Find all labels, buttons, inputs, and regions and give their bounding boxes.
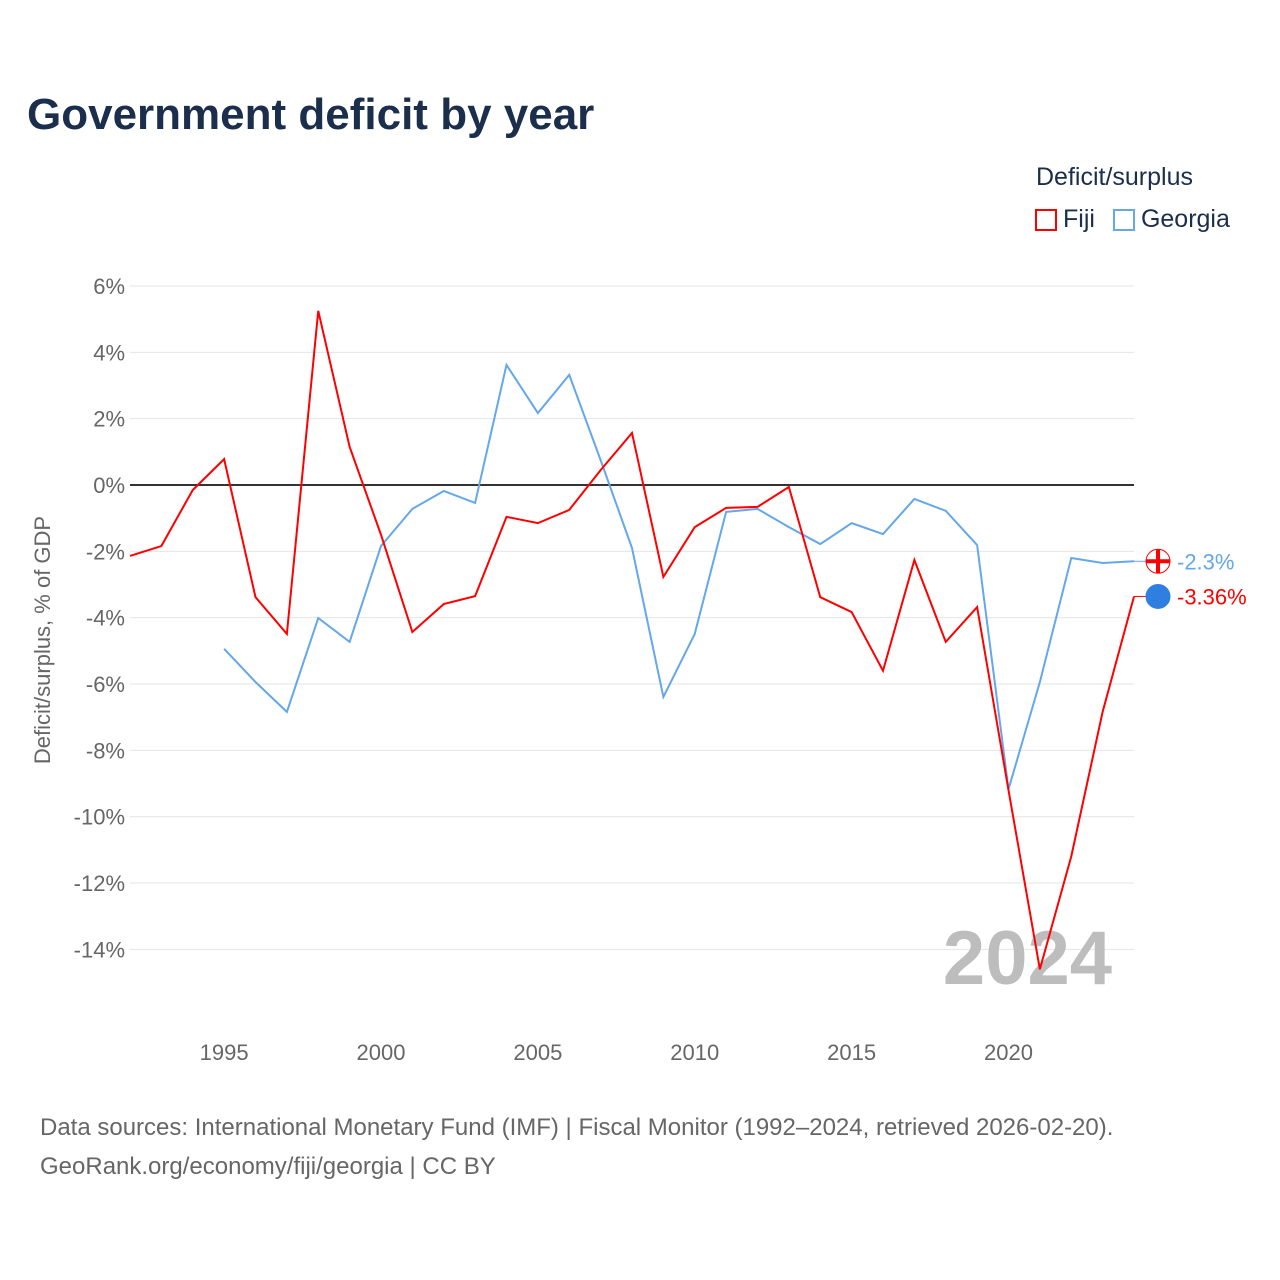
y-tick-label: -2% — [86, 539, 125, 564]
chart-title: Government deficit by year — [27, 90, 595, 139]
x-tick-label: 1995 — [200, 1040, 249, 1065]
legend-swatch-georgia — [1112, 208, 1135, 231]
y-tick-label: 6% — [93, 274, 125, 299]
y-tick-label: 0% — [93, 473, 125, 498]
series-line-fiji — [129, 310, 1135, 970]
credit-link[interactable]: GeoRank.org/economy/fiji/georgia | CC BY — [40, 1153, 496, 1180]
y-tick-label: 4% — [93, 340, 125, 365]
end-value-label-fiji: -3.36% — [1177, 584, 1247, 609]
x-tick-label: 2020 — [984, 1040, 1033, 1065]
legend-label-georgia: Georgia — [1140, 205, 1230, 233]
flag-icon-fiji — [1145, 583, 1171, 609]
series-line-georgia — [223, 362, 1135, 790]
data-sources: Data sources: International Monetary Fun… — [40, 1114, 1114, 1141]
y-tick-label: -4% — [86, 606, 125, 631]
x-tick-label: 2015 — [827, 1040, 876, 1065]
y-tick-label: -10% — [74, 805, 125, 830]
y-tick-label: -8% — [86, 738, 125, 763]
y-tick-label: 2% — [93, 407, 125, 432]
y-tick-label: -14% — [74, 937, 125, 962]
legend-item-georgia[interactable]: Georgia — [1112, 205, 1230, 234]
end-value-label-georgia: -2.3% — [1177, 549, 1234, 574]
year-watermark: 2024 — [943, 916, 1112, 1001]
y-axis-label: Deficit/surplus, % of GDP — [30, 516, 55, 764]
legend: Fiji Georgia — [1035, 205, 1230, 234]
x-tick-label: 2010 — [670, 1040, 719, 1065]
legend-title: Deficit/surplus — [1036, 163, 1193, 191]
legend-label-fiji: Fiji — [1063, 205, 1095, 233]
y-tick-label: -12% — [74, 871, 125, 896]
legend-swatch-fiji — [1035, 208, 1057, 231]
y-tick-label: -6% — [86, 672, 125, 697]
x-tick-label: 2000 — [357, 1040, 406, 1065]
legend-item-fiji[interactable]: Fiji — [1035, 205, 1095, 234]
x-tick-label: 2005 — [513, 1040, 562, 1065]
footer: Data sources: International Monetary Fun… — [40, 1108, 1113, 1186]
